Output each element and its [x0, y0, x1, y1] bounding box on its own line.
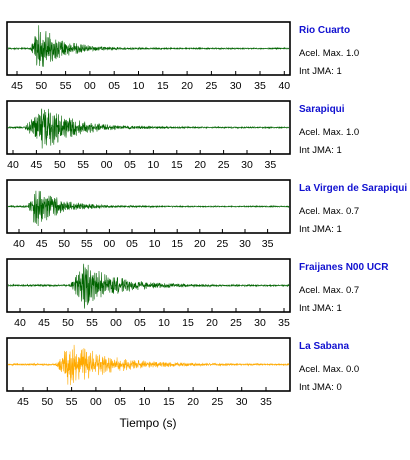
x-tick-label: 40: [7, 159, 19, 171]
x-tick-label: 40: [13, 238, 25, 250]
x-tick-label: 30: [241, 159, 253, 171]
x-tick-label: 55: [66, 396, 78, 408]
x-tick-label: 15: [157, 80, 169, 92]
x-tick-label: 20: [194, 238, 206, 250]
x-tick-label: 15: [182, 317, 194, 329]
waveform-line: [7, 108, 290, 149]
x-tick-label: 05: [134, 317, 146, 329]
x-tick-label: 05: [126, 238, 138, 250]
x-tick-label: 45: [11, 80, 23, 92]
x-tick-label: 35: [260, 396, 272, 408]
x-tick-label: 25: [218, 159, 230, 171]
station-panel: 40 45 50 55 00 05 10 15 20 25 30 35 Fraijanes N00 UC…: [6, 258, 389, 329]
station-int-jma: Int JMA: 1: [299, 303, 342, 314]
x-tick-label: 05: [124, 159, 136, 171]
x-tick-label: 50: [41, 396, 53, 408]
waveform-line: [7, 344, 290, 386]
x-tick-label: 25: [230, 317, 242, 329]
x-tick-label: 40: [14, 317, 26, 329]
x-tick-label: 10: [139, 396, 151, 408]
x-tick-label: 05: [108, 80, 120, 92]
x-tick-label: 35: [265, 159, 277, 171]
station-name: Sarapiqui: [299, 104, 345, 115]
x-tick-label: 45: [38, 317, 50, 329]
x-tick-label: 45: [31, 159, 43, 171]
x-tick-label: 30: [239, 238, 251, 250]
waveform-line: [7, 263, 290, 309]
station-panels: 45 50 55 00 05 10 15 20 25 30 35 40 Rio Cuarto Acel. …: [6, 21, 407, 408]
station-acel-max: Acel. Max. 0.7: [299, 206, 359, 217]
x-tick-label: 30: [254, 317, 266, 329]
station-panel: 40 45 50 55 00 05 10 15 20 25 30 35 Sarapiqui Acel. M…: [6, 100, 359, 171]
x-tick-label: 00: [101, 159, 113, 171]
x-tick-label: 20: [194, 159, 206, 171]
x-tick-label: 50: [54, 159, 66, 171]
waveform-line: [7, 25, 290, 67]
x-tick-label: 55: [60, 80, 72, 92]
x-tick-label: 10: [158, 317, 170, 329]
station-int-jma: Int JMA: 1: [299, 145, 342, 156]
x-tick-label: 50: [58, 238, 70, 250]
x-tick-label: 50: [35, 80, 47, 92]
x-tick-label: 35: [262, 238, 274, 250]
x-tick-label: 10: [149, 238, 161, 250]
x-tick-label: 50: [62, 317, 74, 329]
x-tick-label: 55: [77, 159, 89, 171]
x-tick-label: 00: [84, 80, 96, 92]
x-tick-label: 45: [17, 396, 29, 408]
station-name: Fraijanes N00 UCR: [299, 262, 389, 273]
x-tick-label: 15: [163, 396, 175, 408]
x-tick-label: 10: [133, 80, 145, 92]
x-tick-label: 35: [278, 317, 290, 329]
station-int-jma: Int JMA: 0: [299, 382, 342, 393]
x-tick-label: 55: [81, 238, 93, 250]
x-tick-label: 15: [171, 238, 183, 250]
x-tick-label: 35: [254, 80, 266, 92]
x-tick-label: 20: [187, 396, 199, 408]
x-tick-label: 45: [36, 238, 48, 250]
station-panel: 45 50 55 00 05 10 15 20 25 30 35 40 Rio Cuarto Acel. …: [6, 21, 359, 92]
x-tick-label: 25: [212, 396, 224, 408]
station-acel-max: Acel. Max. 1.0: [299, 127, 359, 138]
x-tick-label: 15: [171, 159, 183, 171]
x-tick-label: 55: [86, 317, 98, 329]
x-tick-label: 25: [206, 80, 218, 92]
x-tick-label: 20: [206, 317, 218, 329]
x-tick-label: 00: [110, 317, 122, 329]
x-tick-label: 10: [148, 159, 160, 171]
waveform-line: [7, 190, 290, 226]
x-tick-label: 00: [104, 238, 116, 250]
x-tick-label: 25: [217, 238, 229, 250]
x-tick-label: 20: [181, 80, 193, 92]
x-axis-label: Tiempo (s): [120, 416, 177, 430]
x-tick-label: 30: [236, 396, 248, 408]
station-panel: 40 45 50 55 00 05 10 15 20 25 30 35 La Virgen de Sar…: [6, 179, 407, 250]
station-acel-max: Acel. Max. 1.0: [299, 48, 359, 59]
x-tick-label: 30: [230, 80, 242, 92]
station-panel: 45 50 55 00 05 10 15 20 25 30 35 La Sabana Acel. Max…: [6, 337, 359, 408]
x-tick-label: 40: [278, 80, 290, 92]
station-int-jma: Int JMA: 1: [299, 224, 342, 235]
station-acel-max: Acel. Max. 0.0: [299, 364, 359, 375]
x-tick-label: 05: [114, 396, 126, 408]
station-name: La Virgen de Sarapiqui: [299, 183, 407, 194]
station-int-jma: Int JMA: 1: [299, 66, 342, 77]
station-name: La Sabana: [299, 341, 349, 352]
x-tick-label: 00: [90, 396, 102, 408]
station-acel-max: Acel. Max. 0.7: [299, 285, 359, 296]
station-name: Rio Cuarto: [299, 25, 350, 36]
